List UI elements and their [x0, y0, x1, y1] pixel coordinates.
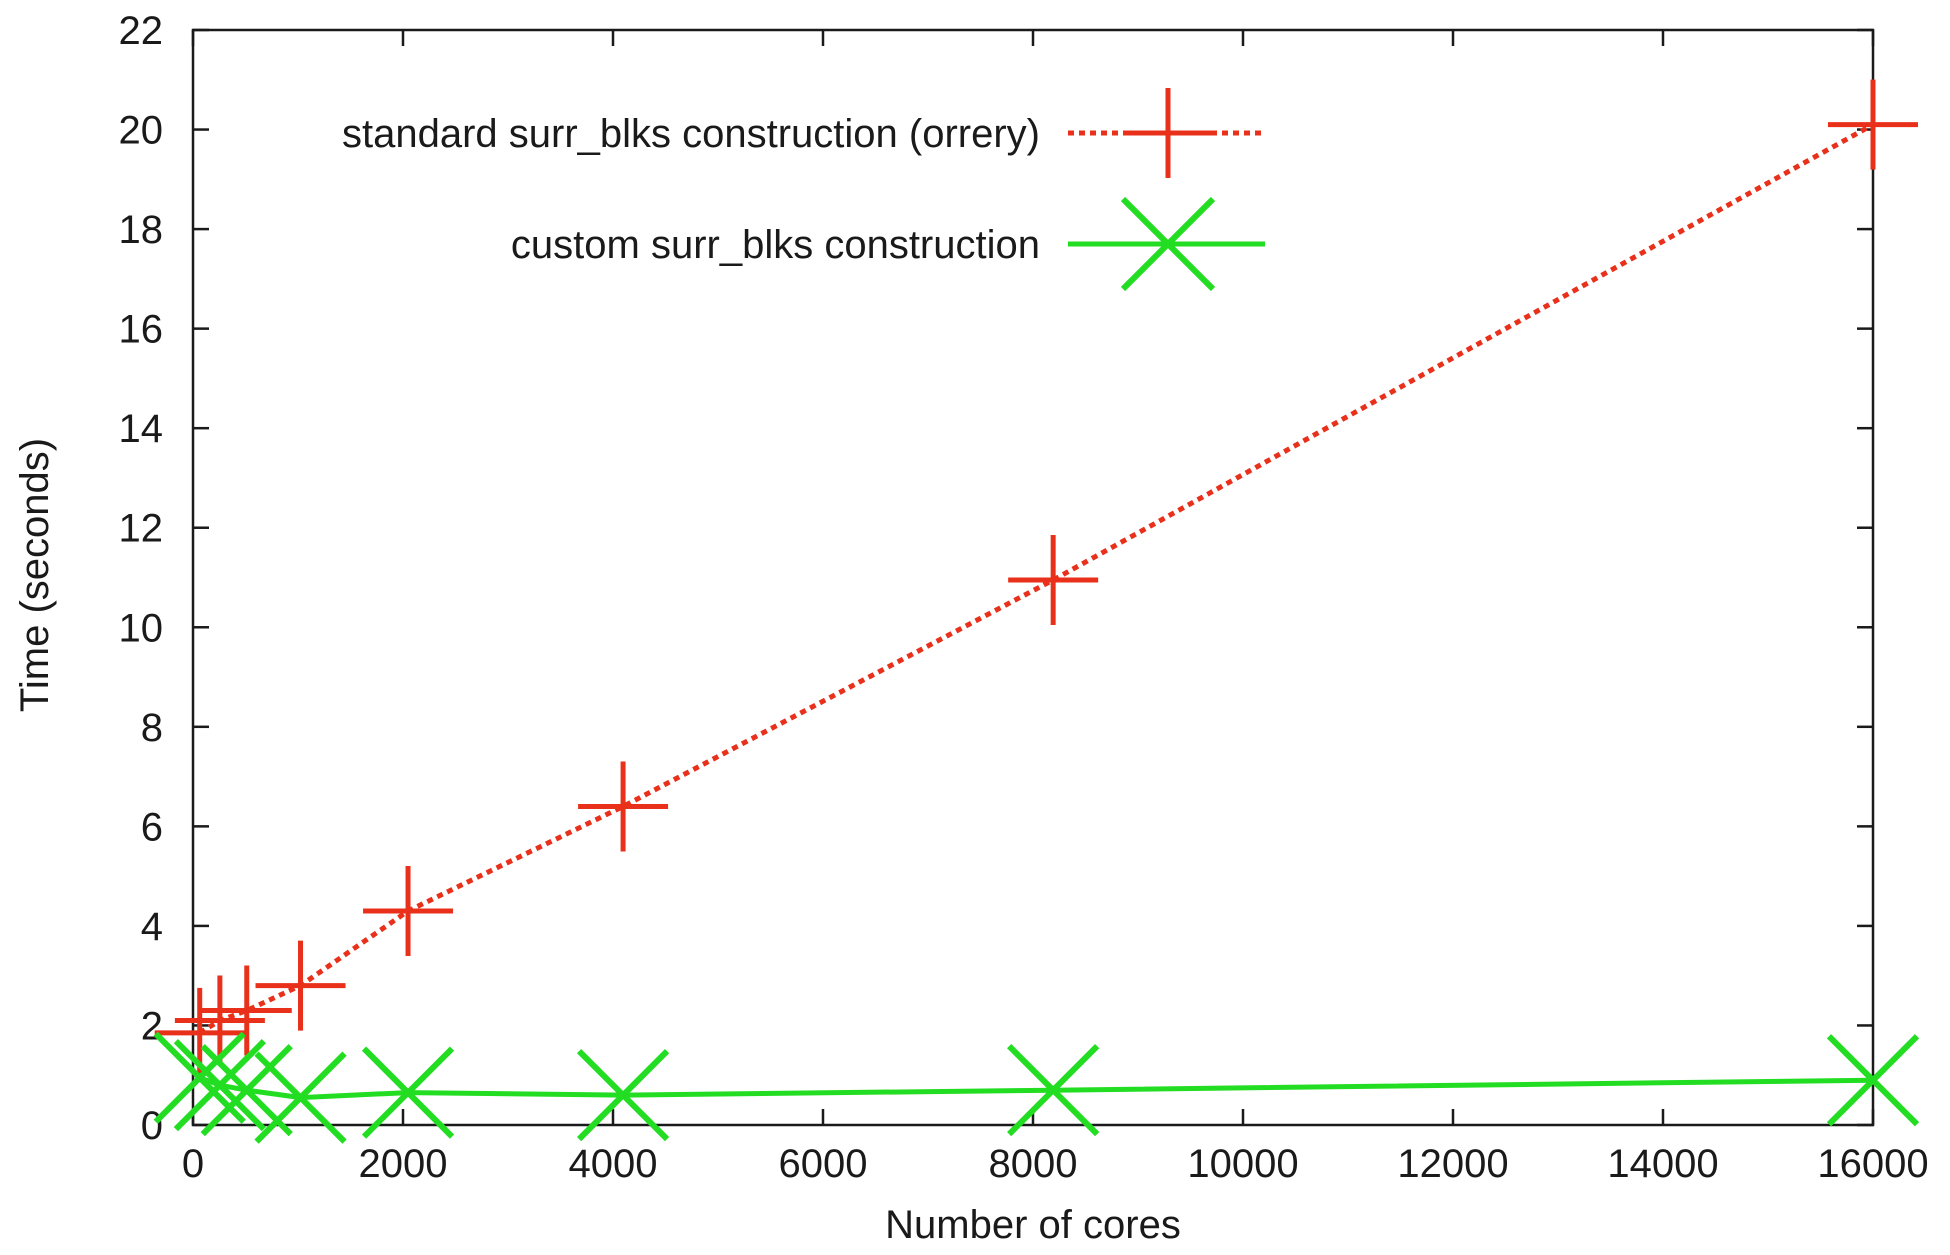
legend-marker-2 — [1120, 196, 1216, 292]
y-tick-label: 18 — [119, 208, 164, 252]
series-2-point-d2 — [254, 1051, 347, 1144]
y-tick-label: 6 — [141, 805, 163, 849]
series-2-point-d2 — [361, 1046, 455, 1139]
series-2-point-d2 — [1826, 1034, 1920, 1127]
series-2 — [153, 1031, 1920, 1144]
x-tick-label: 6000 — [779, 1142, 868, 1186]
x-tick-label: 10000 — [1187, 1142, 1298, 1186]
axes-layer: 0 2000 4000 6000 8000 10000 12000 14000 16000024… — [119, 9, 1929, 1186]
legend-marker-1 — [1123, 88, 1213, 178]
series-2-line — [198, 1075, 1874, 1101]
series-layer — [153, 79, 1920, 1144]
series-1-point — [201, 965, 292, 1056]
series-1-point — [578, 761, 669, 852]
series-2-point-d2 — [173, 1039, 267, 1132]
series-1 — [154, 79, 1918, 1078]
series-1-point — [363, 865, 454, 956]
series-2-point — [173, 1039, 267, 1132]
x-tick-label: 12000 — [1397, 1142, 1508, 1186]
y-tick-label: 12 — [119, 507, 164, 551]
legend-marker-2-d2 — [1120, 196, 1216, 292]
series-2-point — [254, 1051, 347, 1144]
series-2-point — [576, 1049, 670, 1142]
x-tick-label: 16000 — [1817, 1142, 1928, 1186]
x-tick-label: 14000 — [1607, 1142, 1718, 1186]
y-tick-label: 0 — [141, 1104, 163, 1148]
y-tick-label: 8 — [141, 706, 163, 750]
x-tick-label: 0 — [182, 1142, 204, 1186]
series-1-point — [1008, 534, 1099, 625]
y-tick-label: 22 — [119, 9, 164, 53]
series-2-point — [1007, 1044, 1100, 1137]
series-2-point-d2 — [576, 1049, 670, 1142]
y-tick-label: 14 — [119, 407, 164, 451]
legend-label-2: custom surr_blks construction — [511, 223, 1040, 267]
x-axis-title: Number of cores — [885, 1203, 1181, 1247]
x-tick-label: 2000 — [359, 1142, 448, 1186]
series-1-point — [174, 975, 265, 1066]
series-2-point-d2 — [200, 1044, 293, 1137]
y-tick-label: 16 — [119, 308, 164, 352]
x-tick-label: 8000 — [989, 1142, 1078, 1186]
y-axis-title: Time (seconds) — [13, 438, 57, 712]
series-1-line — [198, 122, 1875, 1036]
y-tick-label: 4 — [141, 905, 163, 949]
y-tick-label: 10 — [119, 606, 164, 650]
legend-label-1: standard surr_blks construction (orrery) — [342, 112, 1040, 156]
legend: standard surr_blks construction (orrery)… — [342, 88, 1265, 292]
series-1-point — [255, 940, 346, 1031]
series-2-point — [361, 1046, 455, 1139]
y-tick-label: 20 — [119, 109, 164, 153]
series-2-point-d2 — [153, 1031, 246, 1124]
series-2-point — [1826, 1034, 1920, 1127]
series-1-point — [1828, 79, 1918, 170]
series-2-point-d2 — [1007, 1044, 1100, 1137]
x-tick-label: 4000 — [569, 1142, 658, 1186]
